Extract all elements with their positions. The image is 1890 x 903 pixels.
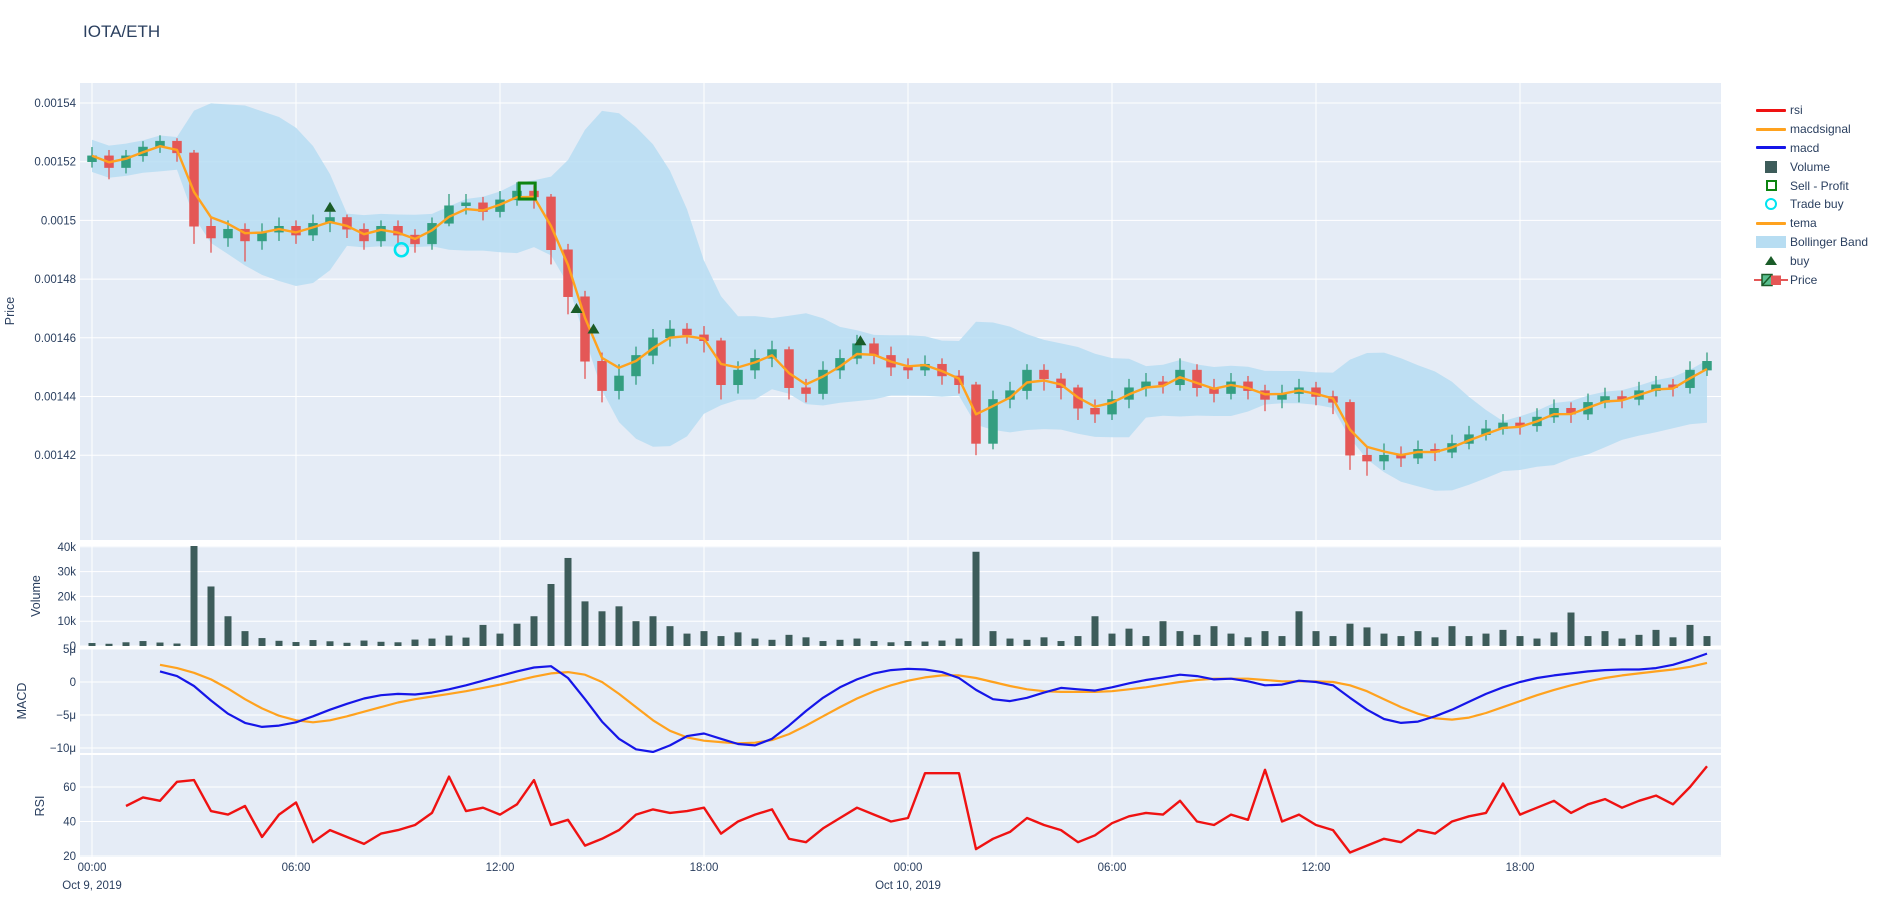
legend-item-bollinger-band[interactable]: Bollinger Band <box>1752 233 1868 252</box>
svg-text:0: 0 <box>70 677 76 689</box>
price-candles <box>87 135 1712 476</box>
macdsignal-swatch-icon <box>1752 127 1790 131</box>
legend-item-macd[interactable]: macd <box>1752 139 1868 158</box>
svg-text:0.00148: 0.00148 <box>34 274 76 286</box>
tema-swatch-icon <box>1752 221 1790 225</box>
volume-panel[interactable] <box>80 546 1721 647</box>
svg-text:18:00: 18:00 <box>690 862 719 874</box>
buy-marker <box>587 323 600 334</box>
axis-title-macd: MACD <box>15 683 29 720</box>
legend-label: Bollinger Band <box>1790 234 1869 249</box>
legend-item-volume[interactable]: Volume <box>1752 157 1868 176</box>
legend-label: buy <box>1790 253 1810 268</box>
svg-text:0: 0 <box>70 641 76 653</box>
svg-text:30k: 30k <box>57 567 76 579</box>
svg-text:20: 20 <box>63 851 76 863</box>
buy-marker <box>570 302 583 313</box>
legend-item-rsi[interactable]: rsi <box>1752 101 1868 120</box>
svg-text:Oct 10, 2019: Oct 10, 2019 <box>875 880 941 892</box>
volume-swatch-icon <box>1752 160 1790 173</box>
macdsignal-line <box>159 661 1708 745</box>
svg-text:0.00146: 0.00146 <box>34 333 76 345</box>
macd-swatch-icon <box>1752 146 1790 150</box>
legend-label: Sell - Profit <box>1790 178 1849 193</box>
svg-text:0.00154: 0.00154 <box>34 98 76 110</box>
macd-panel[interactable] <box>80 648 1721 753</box>
svg-text:0.0015: 0.0015 <box>41 215 76 227</box>
svg-text:0.00142: 0.00142 <box>34 450 76 462</box>
price-panel[interactable] <box>80 83 1721 540</box>
svg-text:06:00: 06:00 <box>1098 862 1127 874</box>
svg-text:18:00: 18:00 <box>1506 862 1535 874</box>
svg-text:60: 60 <box>63 782 76 794</box>
svg-text:00:00: 00:00 <box>894 862 923 874</box>
legend-label: Trade buy <box>1790 197 1844 212</box>
axis-title-price: Price <box>3 297 17 326</box>
axis-labels: 0.00154 0.00152 0.0015 0.00148 0.00146 0.0014… <box>34 98 1534 892</box>
svg-text:Oct 9, 2019: Oct 9, 2019 <box>62 880 121 892</box>
buy-marker <box>324 201 336 212</box>
buy-swatch-icon <box>1752 256 1790 266</box>
trade-buy-marker <box>393 241 410 258</box>
svg-text:−5μ: −5μ <box>56 710 76 722</box>
svg-text:40: 40 <box>63 817 76 829</box>
svg-text:06:00: 06:00 <box>282 862 311 874</box>
buy-marker <box>854 335 867 346</box>
svg-text:00:00: 00:00 <box>78 862 107 874</box>
legend-label: Volume <box>1790 159 1831 174</box>
legend: rsi macdsignal macd Volume Sell - Profit Trad… <box>1752 101 1868 289</box>
legend-label: macd <box>1790 140 1820 155</box>
rsi-line <box>125 765 1708 854</box>
legend-label: Price <box>1790 272 1818 287</box>
volume-bars <box>88 546 1711 646</box>
svg-text:12:00: 12:00 <box>486 862 515 874</box>
legend-item-tema[interactable]: tema <box>1752 214 1868 233</box>
axis-title-volume: Volume <box>29 575 43 617</box>
tema-line <box>91 144 1708 457</box>
svg-text:10k: 10k <box>57 616 76 628</box>
legend-item-sell-profit[interactable]: Sell - Profit <box>1752 176 1868 195</box>
page-title: IOTA/ETH <box>83 22 161 41</box>
rsi-swatch-icon <box>1752 108 1790 112</box>
legend-item-buy[interactable]: buy <box>1752 251 1868 270</box>
sell-profit-swatch-icon <box>1752 180 1790 192</box>
svg-text:0.00144: 0.00144 <box>34 392 76 404</box>
axis-titles: Price Volume MACD RSI <box>3 297 47 817</box>
bollinger-band-swatch-icon <box>1752 235 1790 248</box>
rsi-panel[interactable] <box>80 755 1721 857</box>
axis-title-rsi: RSI <box>33 796 47 817</box>
legend-label: macdsignal <box>1790 122 1851 137</box>
legend-item-trade-buy[interactable]: Trade buy <box>1752 195 1868 214</box>
macd-line <box>159 652 1708 753</box>
svg-text:5μ: 5μ <box>63 644 76 656</box>
svg-text:40k: 40k <box>57 542 76 554</box>
legend-label: rsi <box>1790 103 1803 118</box>
svg-text:0.00152: 0.00152 <box>34 157 76 169</box>
price-swatch-icon <box>1752 272 1790 288</box>
legend-item-macdsignal[interactable]: macdsignal <box>1752 120 1868 139</box>
sell-profit-marker <box>517 181 537 201</box>
svg-text:12:00: 12:00 <box>1302 862 1331 874</box>
legend-label: tema <box>1790 216 1817 231</box>
legend-item-price[interactable]: Price <box>1752 270 1868 289</box>
svg-text:−10μ: −10μ <box>50 743 76 755</box>
svg-text:20k: 20k <box>57 591 76 603</box>
trade-buy-swatch-icon <box>1752 198 1790 211</box>
